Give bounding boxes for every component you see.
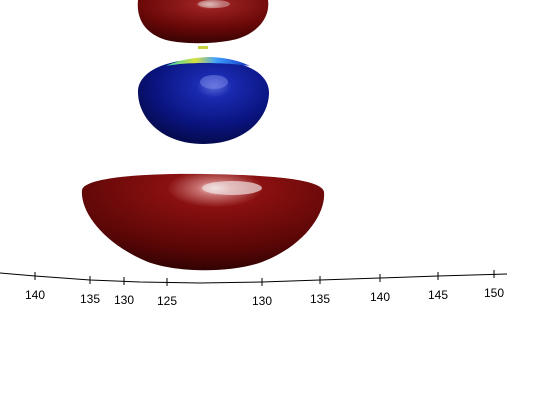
- axis-right-tick-label: 130: [252, 294, 272, 308]
- axis-right-tick-label: 145: [428, 288, 448, 302]
- axis-left-tick-label: 135: [80, 292, 100, 306]
- middle-lobe: [138, 46, 270, 144]
- top-lobe-surface: [137, 0, 269, 44]
- axis-right-tick-label: 150: [484, 286, 504, 300]
- axis-right-tick-label: 135: [310, 292, 330, 306]
- bottom-lobe: [81, 173, 325, 271]
- axis-left-tick-label: 140: [25, 288, 45, 302]
- axis-right-ticks: 130 135 140 145 150: [252, 270, 504, 308]
- top-lobe: [137, 0, 269, 44]
- axis-line: [0, 272, 508, 284]
- bottom-lobe-highlight: [202, 181, 262, 195]
- middle-lobe-surface: [138, 59, 270, 144]
- axis-right-tick-label: 140: [370, 290, 390, 304]
- axis-left-tick-label: 125: [157, 294, 177, 308]
- middle-lobe-highlight: [200, 75, 228, 89]
- axis-left-tick-label: 130: [114, 293, 134, 307]
- axis-left-ticks: 140 135 130 125: [25, 272, 177, 308]
- middle-lobe-stem: [198, 46, 208, 49]
- middle-lobe-cap: [166, 57, 250, 66]
- bottom-lobe-surface: [81, 173, 325, 271]
- top-lobe-highlight: [198, 0, 230, 8]
